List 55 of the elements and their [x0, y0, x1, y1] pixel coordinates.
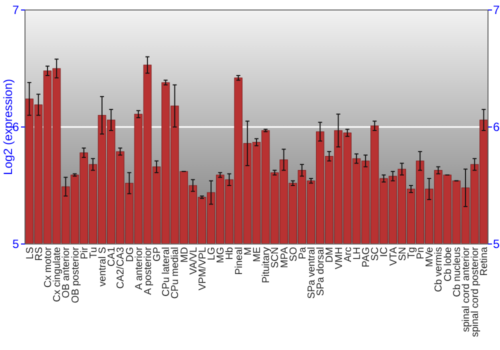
x-tick-label: Hb	[224, 246, 236, 260]
x-tick-label: Cx motor	[42, 246, 54, 288]
x-tick-label: SPa dorsal	[316, 247, 327, 296]
y-tick-label: 5	[12, 237, 20, 252]
x-tick-label: Pa	[297, 246, 308, 260]
y-axis-title: Log2 (expression)	[1, 78, 15, 176]
x-tick-label: A posterior	[142, 246, 154, 295]
x-tick-label: ventral S	[98, 246, 109, 286]
x-tick-label: VMH	[334, 247, 345, 270]
x-tick-label: A anterior	[134, 246, 145, 290]
x-tick-label: SN	[397, 247, 408, 261]
x-tick-label: CPu medial	[170, 247, 182, 299]
x-tick-label: spinal cord anterior	[461, 246, 472, 332]
x-tick-label: VTA	[388, 246, 400, 266]
x-tick-label: MVe	[424, 246, 436, 268]
x-tick-label: SC	[370, 247, 382, 261]
x-tick-label: LS	[24, 246, 36, 260]
x-tick-label: RS	[34, 246, 45, 261]
x-tick-label: M	[242, 247, 254, 256]
x-tick-label: Cb vermis	[434, 247, 445, 292]
y-tick-label: 6	[12, 120, 20, 134]
x-tick-label: spinal cord posterior	[470, 246, 482, 338]
x-tick-label: Pn	[416, 247, 427, 260]
x-tick-label: OB anterior	[61, 246, 72, 298]
x-tick-label: GP	[152, 246, 164, 262]
x-tick-label: MPA	[279, 246, 290, 268]
x-tick-label: Cx cingulate	[52, 246, 64, 302]
x-tick-label: CA1	[106, 246, 118, 266]
x-tick-label: MD	[179, 247, 190, 263]
x-tick-label: PAG	[361, 246, 372, 268]
x-tick-label: CA2/CA3	[116, 246, 127, 289]
x-tick-label: LH	[352, 247, 363, 260]
x-tick-label: Tu	[88, 247, 100, 258]
x-tick-label: VPM/VPL	[197, 246, 208, 290]
x-tick-label: Pineal	[234, 247, 245, 275]
x-tick-label: VA/VL	[188, 246, 200, 275]
x-tick-label: SO	[288, 246, 300, 262]
x-tick-label: Pituitary	[261, 247, 272, 284]
x-tick-label: Pir	[79, 246, 90, 260]
x-tick-label: ME	[252, 246, 263, 262]
y2-tick-label: 5	[493, 237, 500, 252]
x-tick-label: IC	[379, 247, 390, 257]
y2-tick-label: 7	[493, 3, 500, 18]
y2-tick-label: 6	[493, 120, 500, 134]
x-tick-label: Arc	[342, 247, 354, 262]
x-tick-label: Tg	[406, 247, 418, 259]
x-tick-label: LG	[206, 246, 218, 260]
x-tick-label: Cb nucleus	[452, 247, 463, 298]
x-tick-label: DG	[124, 246, 136, 262]
x-tick-label: Retina	[479, 246, 490, 276]
x-tick-label: SCN	[270, 247, 282, 268]
x-tick-label: DM	[324, 247, 336, 263]
x-tick-label: Cb lobe	[442, 246, 454, 282]
y-tick-label: 7	[12, 3, 20, 18]
x-tick-label: OB posterior	[70, 246, 82, 304]
